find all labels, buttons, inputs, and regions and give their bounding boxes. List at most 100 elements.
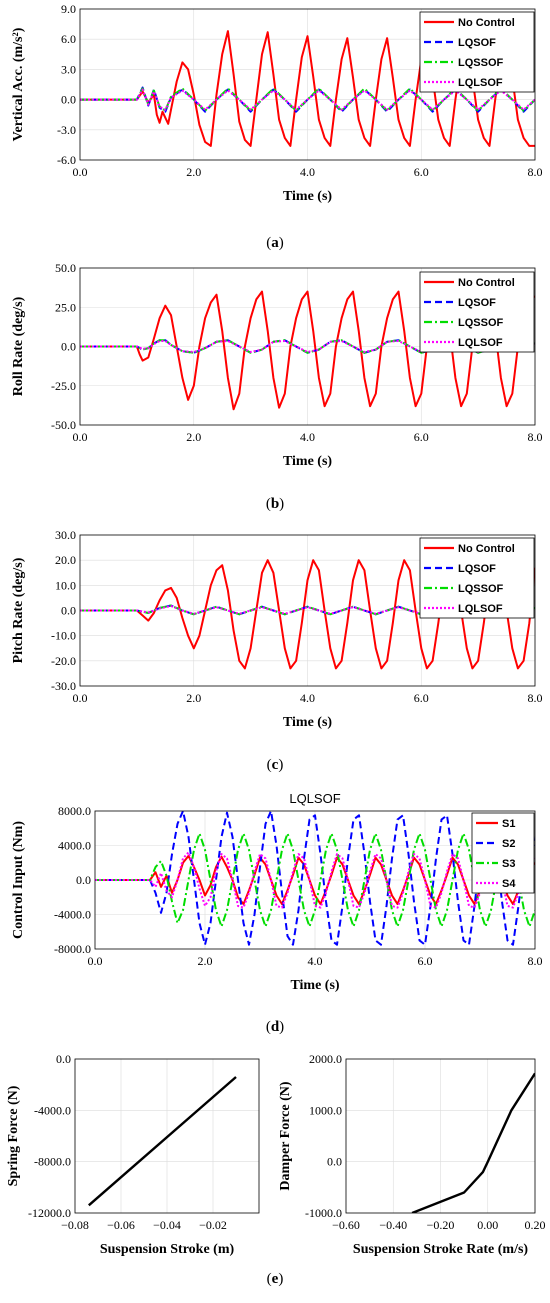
legend-label: LQLSOF [458,603,503,615]
series-line-s3 [95,832,535,928]
legend-label: LQSSOF [458,57,504,69]
caption-b: (b) [266,496,284,512]
series-line-no-control [80,290,535,411]
plot-frame [345,1058,536,1214]
y-tick-label: -6.0 [57,153,76,167]
x-axis-label: Time (s) [283,189,332,204]
legend-label: No Control [458,543,515,555]
legend-label: LQLSOF [458,337,503,349]
y-tick-label: 0.0 [61,93,76,107]
x-tick-label: −0.02 [199,1218,227,1232]
y-tick-label: 4000.0 [58,839,91,853]
y-tick-label: -12000.0 [28,1206,71,1220]
legend-label: LQSOF [458,297,496,309]
series-line-s2 [95,811,535,946]
x-tick-label: 6.0 [414,165,429,179]
y-tick-label: 50.0 [55,261,76,275]
chart-panel-5: −0.60 −0.40 −0.20 0.00 0.20 2000.0 1000.0 0.0 -1… [278,1052,546,1257]
x-tick-label: −0.20 [427,1218,455,1232]
y-axis-label: Damper Force (N) [278,1081,293,1190]
x-tick-label: −0.40 [379,1218,407,1232]
x-tick-label: 2.0 [186,430,201,444]
legend-box [419,11,535,93]
series-line-lqlsof [80,88,535,111]
plot-frame [79,267,536,426]
y-tick-label: -3.0 [57,123,76,137]
plot-frame [74,1058,260,1214]
x-tick-label: 4.0 [300,165,315,179]
x-tick-label: 4.0 [300,691,315,705]
legend: No Control LQSOF LQSSOF LQLSOF [419,537,535,619]
x-tick-label: 4.0 [300,430,315,444]
legend-label: LQSOF [458,37,496,49]
plot-frame [79,534,536,687]
x-axis-label: Suspension Stroke Rate (m/s) [353,1242,528,1257]
x-axis-label: Time (s) [290,978,339,993]
x-axis-label: Time (s) [283,454,332,469]
y-axis-label: Roll Rate (deg/s) [11,296,26,396]
y-tick-label: -4000.0 [34,1103,71,1117]
legend-label: LQSOF [458,563,496,575]
x-tick-label: 8.0 [528,954,543,968]
series-line-s4 [95,851,535,909]
x-tick-label: −0.04 [153,1218,181,1232]
series-line-lqlsof [80,340,535,353]
legend-box [419,271,535,353]
chart-panel-0: 0.0 2.0 4.0 6.0 8.0 9.0 6.0 3.0 0.0 -3.0 -6.0 Time … [11,2,543,204]
x-tick-label: 6.0 [414,430,429,444]
y-tick-label: 25.0 [55,300,76,314]
x-tick-label: 6.0 [418,954,433,968]
chart-panel-3: 0.0 2.0 4.0 6.0 8.0 8000.0 4000.0 0.0 -4000.0 -80… [11,791,543,993]
x-tick-label: 2.0 [186,165,201,179]
x-tick-label: 8.0 [528,691,543,705]
plot-frame [94,810,536,950]
legend: S1 S2 S3 S4 [471,812,535,894]
x-tick-label: 6.0 [414,691,429,705]
y-tick-label: 0.0 [61,340,76,354]
series-group [411,1072,535,1213]
x-tick-label: 0.0 [73,691,88,705]
y-tick-label: -1000.0 [305,1206,342,1220]
y-tick-label: -20.0 [51,654,76,668]
legend-box [419,537,535,619]
x-tick-label: 0.20 [525,1218,546,1232]
y-tick-label: 3.0 [61,62,76,76]
y-axis-label: Vertical Acc. (m/s²) [11,27,26,141]
caption-d: (d) [266,1019,284,1035]
series-line-no-control [80,559,535,670]
y-tick-label: 2000.0 [309,1052,342,1066]
legend-box [471,812,535,894]
x-tick-label: 0.00 [477,1218,498,1232]
x-tick-label: 8.0 [528,430,543,444]
legend-label: S1 [502,818,515,830]
y-tick-label: 30.0 [55,528,76,542]
legend-label: LQLSOF [458,77,503,89]
x-tick-label: 0.0 [73,165,88,179]
legend-label: LQSSOF [458,583,504,595]
series-line-0 [88,1076,237,1207]
y-tick-label: -30.0 [51,679,76,693]
legend-label: No Control [458,17,515,29]
y-axis-label: Pitch Rate (deg/s) [11,557,26,663]
legend-label: S2 [502,838,515,850]
y-tick-label: 0.0 [327,1155,342,1169]
legend-label: LQSSOF [458,317,504,329]
legend-label: S4 [502,878,516,890]
y-tick-label: -50.0 [51,418,76,432]
y-tick-label: 0.0 [56,1052,71,1066]
x-tick-label: 0.0 [88,954,103,968]
y-tick-label: 10.0 [55,578,76,592]
legend: No Control LQSOF LQSSOF LQLSOF [419,271,535,353]
caption-e: (e) [267,1271,284,1287]
x-axis-label: Time (s) [283,715,332,730]
x-tick-label: 2.0 [198,954,213,968]
y-tick-label: 1000.0 [309,1103,342,1117]
plot-frame [79,8,536,161]
series-line-0 [411,1072,535,1213]
x-tick-label: 8.0 [528,165,543,179]
x-tick-label: −0.60 [332,1218,360,1232]
x-tick-label: −0.08 [61,1218,89,1232]
legend-label: S3 [502,858,515,870]
y-tick-label: 8000.0 [58,804,91,818]
